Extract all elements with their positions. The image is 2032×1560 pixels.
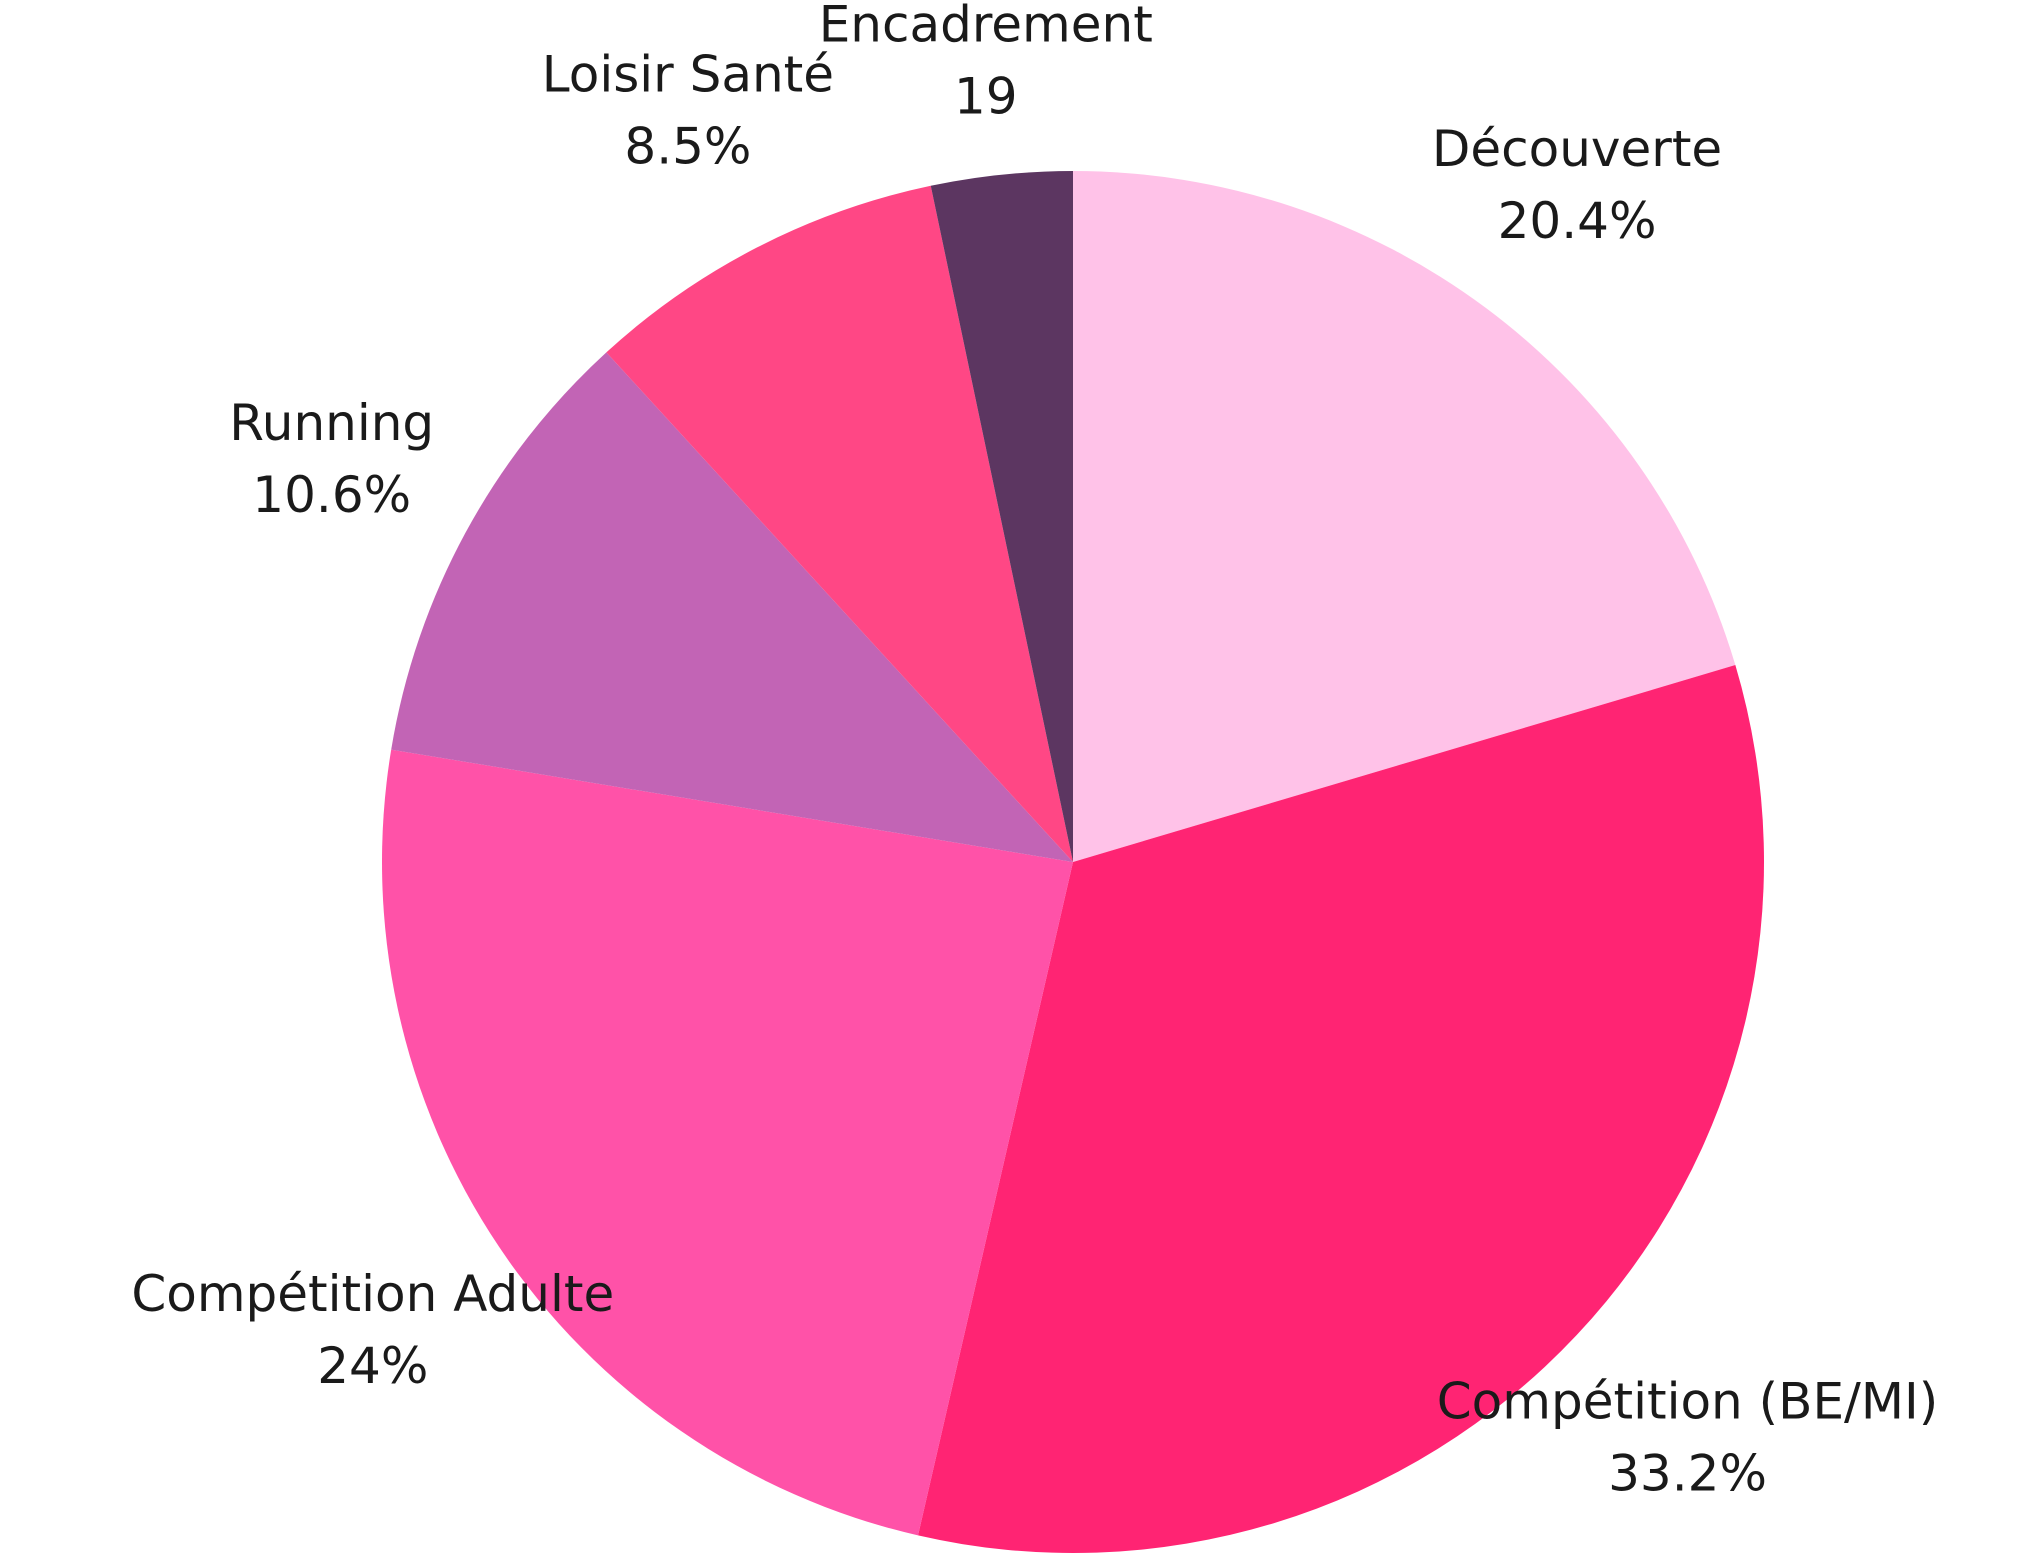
pie-slice bbox=[391, 352, 1073, 862]
pie-slice bbox=[606, 185, 1073, 862]
slice-label: Compétition Adulte bbox=[131, 1265, 614, 1323]
slice-value-label: 20.4% bbox=[1498, 192, 1657, 250]
pie-slice bbox=[918, 665, 1764, 1553]
slice-value-label: 33.2% bbox=[1608, 1445, 1767, 1503]
slice-label: Loisir Santé bbox=[542, 46, 834, 104]
slice-value-label: 24% bbox=[317, 1337, 428, 1395]
pie-slice bbox=[1073, 171, 1736, 862]
slice-label: Encadrement bbox=[819, 0, 1153, 54]
slice-value-label: 10.6% bbox=[252, 466, 411, 524]
slice-label: Découverte bbox=[1432, 120, 1722, 178]
slice-value-label: 8.5% bbox=[624, 118, 751, 176]
pie-slice bbox=[381, 749, 1073, 1536]
slice-label: Running bbox=[229, 394, 434, 452]
slice-label: Compétition (BE/MI) bbox=[1437, 1373, 1939, 1431]
pie-slice bbox=[930, 171, 1073, 862]
slice-value-label: 19 bbox=[954, 68, 1018, 126]
